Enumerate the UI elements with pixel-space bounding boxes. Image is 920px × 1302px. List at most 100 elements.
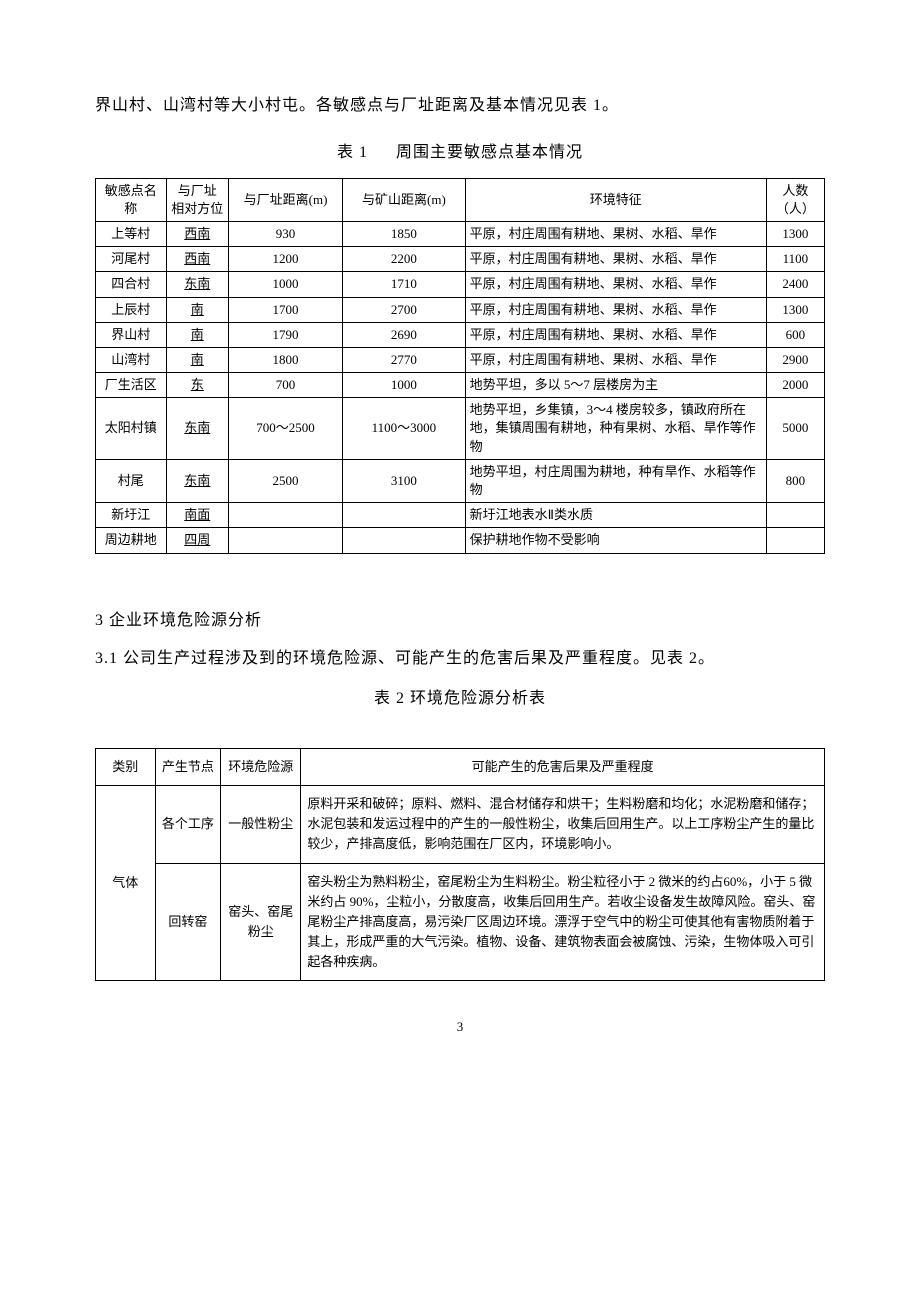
t1-dir: 东南 — [166, 398, 228, 460]
t2-h3: 环境危险源 — [221, 748, 301, 785]
t1-feat: 平原，村庄周围有耕地、果树、水稻、旱作 — [465, 322, 766, 347]
sec31-text: 3.1 公司生产过程涉及到的环境危险源、可能产生的危害后果及严重程度。见表 2。 — [95, 640, 825, 678]
t1-pop: 2000 — [766, 373, 824, 398]
t1-feat: 平原，村庄周围有耕地、果树、水稻、旱作 — [465, 297, 766, 322]
t1-pop: 1300 — [766, 297, 824, 322]
table1-caption-b: 周围主要敏感点基本情况 — [396, 144, 583, 161]
t1-dir: 西南 — [166, 247, 228, 272]
table2: 类别 产生节点 环境危险源 可能产生的危害后果及严重程度 气体 各个工序 一般性… — [95, 748, 825, 981]
t1-name: 上等村 — [96, 221, 167, 246]
t2-r1-desc: 原料开采和破碎；原料、燃料、混合材储存和烘干；生料粉磨和均化；水泥粉磨和储存；水… — [301, 786, 825, 863]
t1-name: 上辰村 — [96, 297, 167, 322]
t1-d1: 1700 — [228, 297, 342, 322]
t1-dir: 南面 — [166, 503, 228, 528]
t1-name: 村尾 — [96, 459, 167, 502]
page-number: 3 — [95, 1017, 825, 1038]
table-row: 上辰村南17002700平原，村庄周围有耕地、果树、水稻、旱作1300 — [96, 297, 825, 322]
t1-d1: 700 — [228, 373, 342, 398]
t1-h6: 人数（人） — [766, 178, 824, 221]
t1-feat: 平原，村庄周围有耕地、果树、水稻、旱作 — [465, 347, 766, 372]
t1-d2: 1850 — [343, 221, 466, 246]
t2-h2: 产生节点 — [155, 748, 221, 785]
table-row: 界山村南17902690平原，村庄周围有耕地、果树、水稻、旱作600 — [96, 322, 825, 347]
table-row: 山湾村南18002770平原，村庄周围有耕地、果树、水稻、旱作2900 — [96, 347, 825, 372]
t1-dir: 南 — [166, 347, 228, 372]
t1-dir: 南 — [166, 297, 228, 322]
table1: 敏感点名称 与厂址相对方位 与厂址距离(m) 与矿山距离(m) 环境特征 人数（… — [95, 178, 825, 554]
table1-caption-a: 表 1 — [337, 144, 368, 161]
t1-d1: 930 — [228, 221, 342, 246]
t2-h1: 类别 — [96, 748, 156, 785]
t1-pop — [766, 503, 824, 528]
t1-name: 界山村 — [96, 322, 167, 347]
table-row: 气体 各个工序 一般性粉尘 原料开采和破碎；原料、燃料、混合材储存和烘干；生料粉… — [96, 786, 825, 863]
t1-pop: 1100 — [766, 247, 824, 272]
t1-feat: 保护耕地作物不受影响 — [465, 528, 766, 553]
table-row: 周边耕地四周 保护耕地作物不受影响 — [96, 528, 825, 553]
t1-name: 四合村 — [96, 272, 167, 297]
table1-header-row: 敏感点名称 与厂址相对方位 与厂址距离(m) 与矿山距离(m) 环境特征 人数（… — [96, 178, 825, 221]
t1-pop: 800 — [766, 459, 824, 502]
t2-r2-node: 回转窑 — [155, 863, 221, 981]
t1-dir: 东 — [166, 373, 228, 398]
table-row: 新圩江南面新圩江地表水Ⅱ类水质 — [96, 503, 825, 528]
t1-h5: 环境特征 — [465, 178, 766, 221]
t1-pop: 5000 — [766, 398, 824, 460]
t1-dir: 四周 — [166, 528, 228, 553]
t1-pop: 2400 — [766, 272, 824, 297]
t1-feat: 平原，村庄周围有耕地、果树、水稻、旱作 — [465, 272, 766, 297]
table-row: 厂生活区东7001000地势平坦，多以 5～7 层楼房为主2000 — [96, 373, 825, 398]
t1-h2: 与厂址相对方位 — [166, 178, 228, 221]
t1-feat: 地势平坦，村庄周围为耕地，种有旱作、水稻等作物 — [465, 459, 766, 502]
t1-feat: 平原，村庄周围有耕地、果树、水稻、旱作 — [465, 247, 766, 272]
t1-feat: 地势平坦，多以 5～7 层楼房为主 — [465, 373, 766, 398]
t2-cat: 气体 — [96, 786, 156, 981]
t1-d2 — [343, 528, 466, 553]
t1-d2: 2770 — [343, 347, 466, 372]
t1-h1: 敏感点名称 — [96, 178, 167, 221]
t1-d1: 1200 — [228, 247, 342, 272]
t2-h4: 可能产生的危害后果及严重程度 — [301, 748, 825, 785]
table-row: 上等村西南9301850平原，村庄周围有耕地、果树、水稻、旱作1300 — [96, 221, 825, 246]
t1-d1: 1000 — [228, 272, 342, 297]
t1-feat: 地势平坦，乡集镇，3～4 楼房较多，镇政府所在地，集镇周围有耕地，种有果树、水稻… — [465, 398, 766, 460]
t1-d2: 3100 — [343, 459, 466, 502]
t1-name: 厂生活区 — [96, 373, 167, 398]
table2-caption: 表 2 环境危险源分析表 — [95, 686, 825, 712]
t2-r1-node: 各个工序 — [155, 786, 221, 863]
t2-r1-src: 一般性粉尘 — [221, 786, 301, 863]
table1-caption: 表 1 周围主要敏感点基本情况 — [95, 140, 825, 166]
t1-d2: 1710 — [343, 272, 466, 297]
t1-d2: 1000 — [343, 373, 466, 398]
t1-d2: 2200 — [343, 247, 466, 272]
t1-pop: 1300 — [766, 221, 824, 246]
section-3: 3 企业环境危险源分析 3.1 公司生产过程涉及到的环境危险源、可能产生的危害后… — [95, 602, 825, 679]
t1-name: 新圩江 — [96, 503, 167, 528]
table2-header-row: 类别 产生节点 环境危险源 可能产生的危害后果及严重程度 — [96, 748, 825, 785]
t1-name: 太阳村镇 — [96, 398, 167, 460]
t1-dir: 东南 — [166, 459, 228, 502]
table-row: 村尾东南25003100地势平坦，村庄周围为耕地，种有旱作、水稻等作物800 — [96, 459, 825, 502]
table-row: 太阳村镇东南700～25001100～3000地势平坦，乡集镇，3～4 楼房较多… — [96, 398, 825, 460]
t1-name: 周边耕地 — [96, 528, 167, 553]
t1-d2 — [343, 503, 466, 528]
t1-d2: 1100～3000 — [343, 398, 466, 460]
table-row: 四合村东南10001710平原，村庄周围有耕地、果树、水稻、旱作2400 — [96, 272, 825, 297]
t1-name: 山湾村 — [96, 347, 167, 372]
t1-name: 河尾村 — [96, 247, 167, 272]
t1-dir: 东南 — [166, 272, 228, 297]
t1-d1: 1790 — [228, 322, 342, 347]
t1-d1 — [228, 528, 342, 553]
t1-d2: 2700 — [343, 297, 466, 322]
table-row: 回转窑 窑头、窑尾粉尘 窑头粉尘为熟料粉尘，窑尾粉尘为生料粉尘。粉尘粒径小于 2… — [96, 863, 825, 981]
t2-r2-src: 窑头、窑尾粉尘 — [221, 863, 301, 981]
t1-pop — [766, 528, 824, 553]
t1-dir: 西南 — [166, 221, 228, 246]
t1-d1: 700～2500 — [228, 398, 342, 460]
t1-pop: 2900 — [766, 347, 824, 372]
sec3-title: 3 企业环境危险源分析 — [95, 602, 825, 640]
t1-h3: 与厂址距离(m) — [228, 178, 342, 221]
t1-dir: 南 — [166, 322, 228, 347]
t1-pop: 600 — [766, 322, 824, 347]
t1-h4: 与矿山距离(m) — [343, 178, 466, 221]
